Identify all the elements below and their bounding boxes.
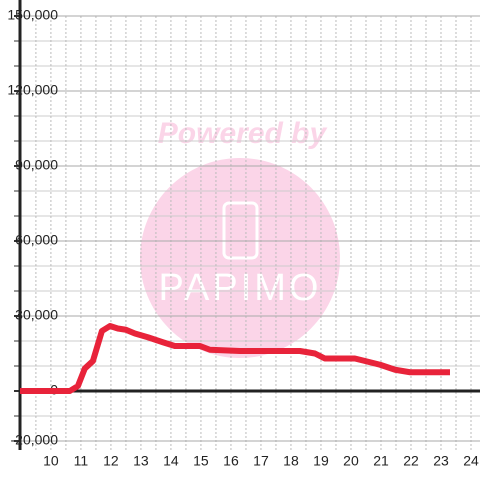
x-tick-label: 14 bbox=[163, 453, 179, 469]
x-tick-label: 23 bbox=[433, 453, 449, 469]
plot bbox=[20, 323, 450, 394]
x-tick-label: 10 bbox=[43, 453, 59, 469]
y-tick-label: 120,000 bbox=[7, 82, 58, 98]
x-tick-label: 11 bbox=[74, 453, 89, 469]
y-tick-label: 90,000 bbox=[15, 157, 58, 173]
x-tick-label: 22 bbox=[403, 453, 419, 469]
x-tick-label: 19 bbox=[313, 453, 329, 469]
grid: 101112131415161718192021222324-20,000030… bbox=[7, 0, 480, 469]
x-tick-label: 20 bbox=[343, 453, 359, 469]
x-tick-label: 24 bbox=[463, 453, 479, 469]
data-line bbox=[20, 323, 450, 394]
watermark-icon bbox=[222, 201, 259, 260]
x-tick-label: 21 bbox=[373, 453, 389, 469]
x-tick-label: 15 bbox=[193, 453, 209, 469]
y-tick-label: -20,000 bbox=[11, 432, 59, 448]
watermark-text: Powered by bbox=[158, 117, 328, 150]
y-tick-label: 30,000 bbox=[15, 307, 58, 323]
x-tick-label: 17 bbox=[253, 453, 269, 469]
x-tick-label: 18 bbox=[283, 453, 299, 469]
x-tick-label: 13 bbox=[133, 453, 149, 469]
watermark-logo: PAPIMO bbox=[159, 267, 322, 309]
x-tick-label: 12 bbox=[103, 453, 119, 469]
y-tick-label: 150,000 bbox=[7, 7, 58, 23]
x-tick-label: 16 bbox=[223, 453, 239, 469]
y-tick-label: 60,000 bbox=[15, 232, 58, 248]
